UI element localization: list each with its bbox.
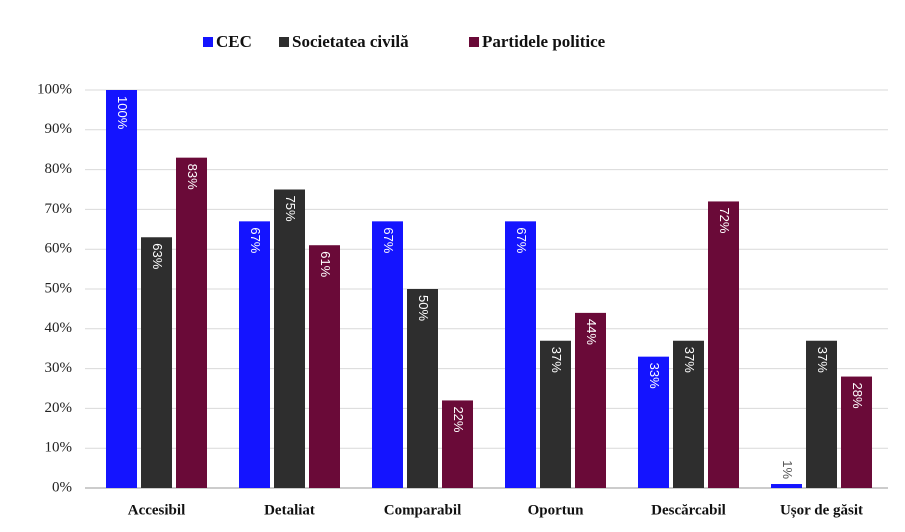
y-tick-label: 20% [45,400,73,416]
value-label: 61% [318,251,333,277]
bar [176,157,207,488]
x-tick-label: Oportun [528,502,585,518]
y-tick-label: 70% [45,201,73,217]
y-tick-label: 90% [45,121,73,137]
y-tick-label: 60% [45,241,73,257]
value-label: 72% [717,207,732,233]
value-label: 67% [381,227,396,253]
value-label: 100% [115,96,130,130]
value-label: 83% [185,164,200,190]
bar [372,221,403,488]
legend-label: Societatea civilă [292,32,409,51]
y-tick-label: 100% [37,81,72,97]
legend-swatch [469,37,479,47]
value-label: 67% [514,227,529,253]
legend-label: Partidele politice [482,32,606,51]
y-tick-label: 50% [45,280,73,296]
value-label: 37% [682,347,697,373]
y-tick-label: 30% [45,360,73,376]
x-tick-label: Detaliat [264,502,315,518]
value-label: 75% [283,196,298,222]
bar [407,289,438,488]
value-label: 33% [647,363,662,389]
bar [673,340,704,488]
value-label: 44% [584,319,599,345]
bar [841,376,872,488]
x-tick-label: Ușor de găsit [780,502,863,518]
x-tick-label: Comparabil [384,502,462,518]
value-label: 1% [780,460,795,479]
bar [239,221,270,488]
bar [309,245,340,488]
y-tick-label: 0% [52,479,72,495]
value-label: 67% [248,227,263,253]
legend-swatch [279,37,289,47]
value-label: 50% [416,295,431,321]
bar [638,356,669,488]
value-label: 28% [850,383,865,409]
bar [106,90,137,488]
x-tick-label: Accesibil [128,502,186,518]
y-tick-label: 80% [45,161,73,177]
y-tick-label: 40% [45,320,73,336]
bar [575,312,606,488]
legend-label: CEC [216,32,252,51]
legend-swatch [203,37,213,47]
bar [771,484,802,488]
bar [540,340,571,488]
bar [141,237,172,488]
y-tick-label: 10% [45,440,73,456]
bar [442,400,473,488]
value-label: 63% [150,243,165,269]
bar [505,221,536,488]
value-label: 37% [815,347,830,373]
value-label: 22% [451,406,466,432]
bar [708,201,739,488]
bar [806,340,837,488]
value-label: 37% [549,347,564,373]
x-tick-label: Descărcabil [651,502,726,518]
bar [274,189,305,488]
